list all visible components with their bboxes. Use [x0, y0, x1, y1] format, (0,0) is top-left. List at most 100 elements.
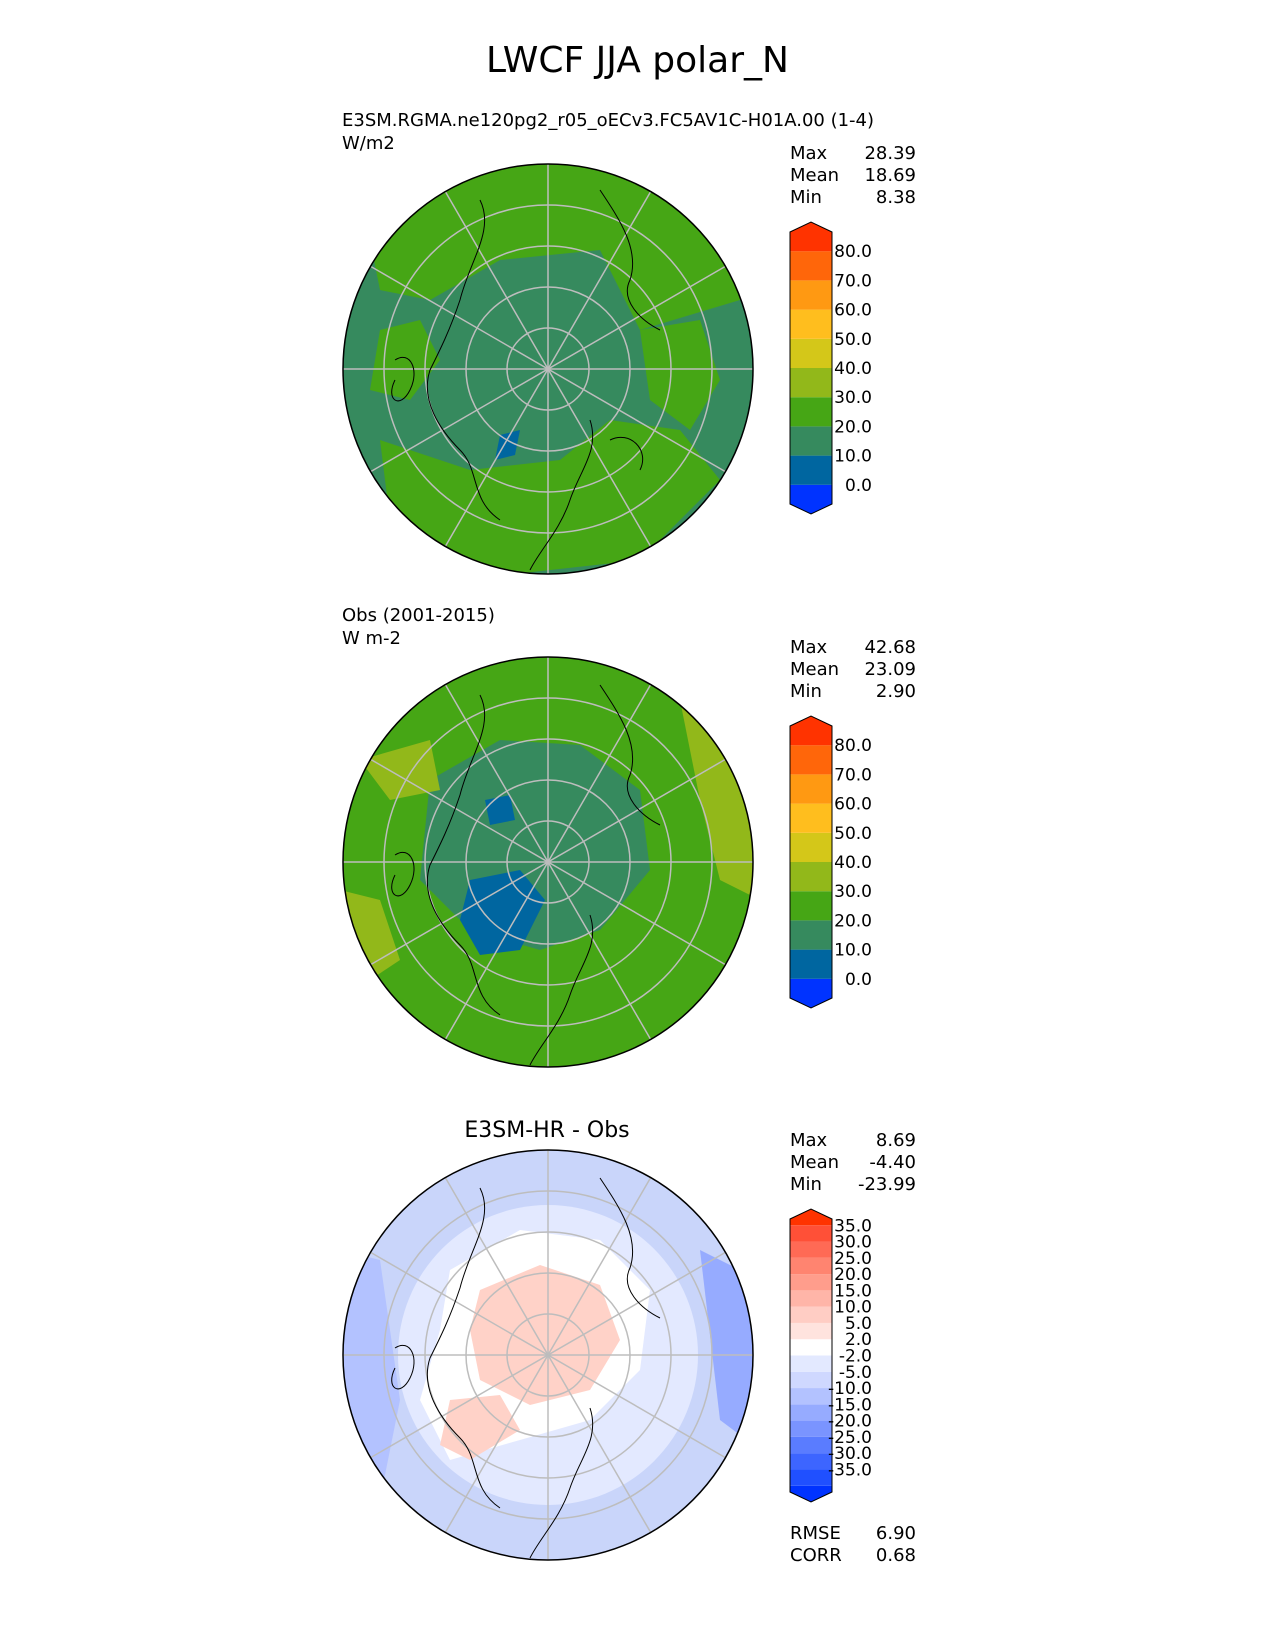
colorbar-swatch — [790, 338, 832, 368]
colorbar-swatch — [790, 484, 832, 514]
stat-label: Max — [790, 637, 828, 658]
colorbar-tick-label: -15.0 — [828, 1395, 872, 1415]
colorbar-ticks: 80.0 70.0 60.0 50.0 40.0 30.0 20.0 10.0 0.0 — [834, 242, 872, 496]
colorbar-swatch — [790, 1339, 832, 1356]
ref-stats: Max 42.68 Mean 23.09 Min 2.90 — [790, 637, 916, 703]
colorbar-tick-label: 70.0 — [834, 765, 872, 785]
colorbar-swatch — [790, 1257, 832, 1275]
stat-value-mean: 18.69 — [864, 165, 916, 186]
stat-label: Mean — [790, 1152, 840, 1173]
field-region — [440, 1395, 520, 1460]
colorbar-swatch — [790, 978, 832, 1008]
stat-value-min: -23.99 — [857, 1174, 916, 1195]
diff-metrics: RMSE 6.90 CORR 0.68 — [790, 1523, 916, 1567]
colorbar-swatch — [790, 309, 832, 339]
stat-value-max: 28.39 — [864, 143, 916, 164]
colorbar-tick-label: -2.0 — [839, 1347, 872, 1367]
colorbar-tick-label: 5.0 — [845, 1314, 872, 1334]
colorbar-tick-label: 25.0 — [834, 1249, 872, 1269]
colorbar-swatch — [790, 716, 832, 746]
colorbar-swatch — [790, 251, 832, 281]
colorbar-tick-label: 2.0 — [845, 1330, 872, 1350]
colorbar-swatch — [790, 222, 832, 252]
colorbar-tick-label: -5.0 — [839, 1363, 872, 1383]
metric-label: CORR — [790, 1545, 842, 1566]
field-region — [470, 1265, 620, 1405]
stat-value-min: 2.90 — [875, 681, 916, 702]
colorbar-segments — [789, 715, 833, 1009]
metric-value-rmse: 6.90 — [875, 1523, 916, 1544]
colorbar-tick-label: -10.0 — [828, 1379, 872, 1399]
colorbar-tick-label: 0.0 — [845, 970, 872, 990]
colorbar-tick-label: 10.0 — [834, 1298, 872, 1318]
colorbar-swatch — [790, 949, 832, 979]
colorbar-swatch — [790, 1388, 832, 1405]
colorbar-swatch — [790, 1436, 832, 1454]
colorbar-tick-label: 30.0 — [834, 1233, 872, 1253]
colorbar-tick-label: 30.0 — [834, 882, 872, 902]
field-region — [380, 420, 720, 574]
colorbar-swatch — [790, 368, 832, 398]
colorbar-swatch — [790, 1306, 832, 1323]
colorbar-tick-label: -30.0 — [828, 1444, 872, 1464]
colorbar-swatch — [790, 1485, 832, 1502]
colorbar-swatch — [790, 1225, 832, 1242]
diff-panel-title: E3SM-HR - Obs — [464, 1118, 630, 1143]
colorbar-swatch — [790, 426, 832, 456]
colorbar-tick-label: -35.0 — [828, 1460, 872, 1480]
stat-label: Min — [790, 187, 822, 208]
colorbar-outline — [789, 715, 833, 1009]
colorbar-tick-label: 50.0 — [834, 824, 872, 844]
colorbar-outline — [789, 1208, 833, 1503]
colorbar-swatch — [790, 1420, 832, 1437]
stat-label: Mean — [790, 165, 840, 186]
colorbar-swatch — [790, 455, 832, 485]
colorbar-tick-label: 70.0 — [834, 271, 872, 291]
test-stats: Max 28.39 Mean 18.69 Min 8.38 — [790, 143, 916, 209]
map-boundary — [342, 656, 754, 1068]
test-panel-title: E3SM.RGMA.ne120pg2_r05_oECv3.FC5AV1C-H01… — [342, 110, 875, 131]
figure-title: LWCF JJA polar_N — [486, 40, 789, 81]
stat-value-min: 8.38 — [875, 187, 916, 208]
stat-value-mean: -4.40 — [869, 1152, 916, 1173]
colorbar-swatch — [790, 1241, 832, 1258]
colorbar-tick-label: 10.0 — [834, 941, 872, 961]
colorbar-swatch — [790, 1355, 832, 1372]
stat-value-mean: 23.09 — [864, 659, 916, 680]
field-region — [495, 430, 520, 460]
colorbar-tick-label: 50.0 — [834, 330, 872, 350]
colorbar-swatch — [790, 891, 832, 921]
diff-stats: Max 8.69 Mean -4.40 Min -23.99 — [790, 1130, 916, 1196]
colorbar-segments — [789, 221, 833, 515]
field-region — [460, 870, 545, 955]
field-region — [360, 740, 440, 800]
map-boundary — [342, 163, 754, 575]
colorbar-tick-label: 20.0 — [834, 911, 872, 931]
colorbar-tick-label: 40.0 — [834, 853, 872, 873]
colorbar-swatch — [790, 1453, 832, 1470]
stat-label: Max — [790, 143, 828, 164]
colorbar-swatch — [790, 1290, 832, 1307]
colorbar-swatch — [790, 1469, 832, 1486]
test-panel-units: W/m2 — [342, 133, 395, 154]
colorbar-swatch — [790, 774, 832, 804]
ref-panel-title: Obs (2001-2015) — [342, 605, 495, 626]
colorbar-tick-label: 30.0 — [834, 388, 872, 408]
colorbar-swatch — [790, 1274, 832, 1291]
stat-value-max: 42.68 — [864, 637, 916, 658]
colorbar-tick-label: 0.0 — [845, 476, 872, 496]
colorbar-swatch — [790, 745, 832, 775]
stat-label: Min — [790, 1174, 822, 1195]
colorbar-tick-label: 80.0 — [834, 242, 872, 262]
colorbar-tick-label: 80.0 — [834, 736, 872, 756]
stat-label: Max — [790, 1130, 828, 1151]
stat-label: Min — [790, 681, 822, 702]
colorbar-swatch — [790, 832, 832, 862]
metric-label: RMSE — [790, 1523, 841, 1544]
